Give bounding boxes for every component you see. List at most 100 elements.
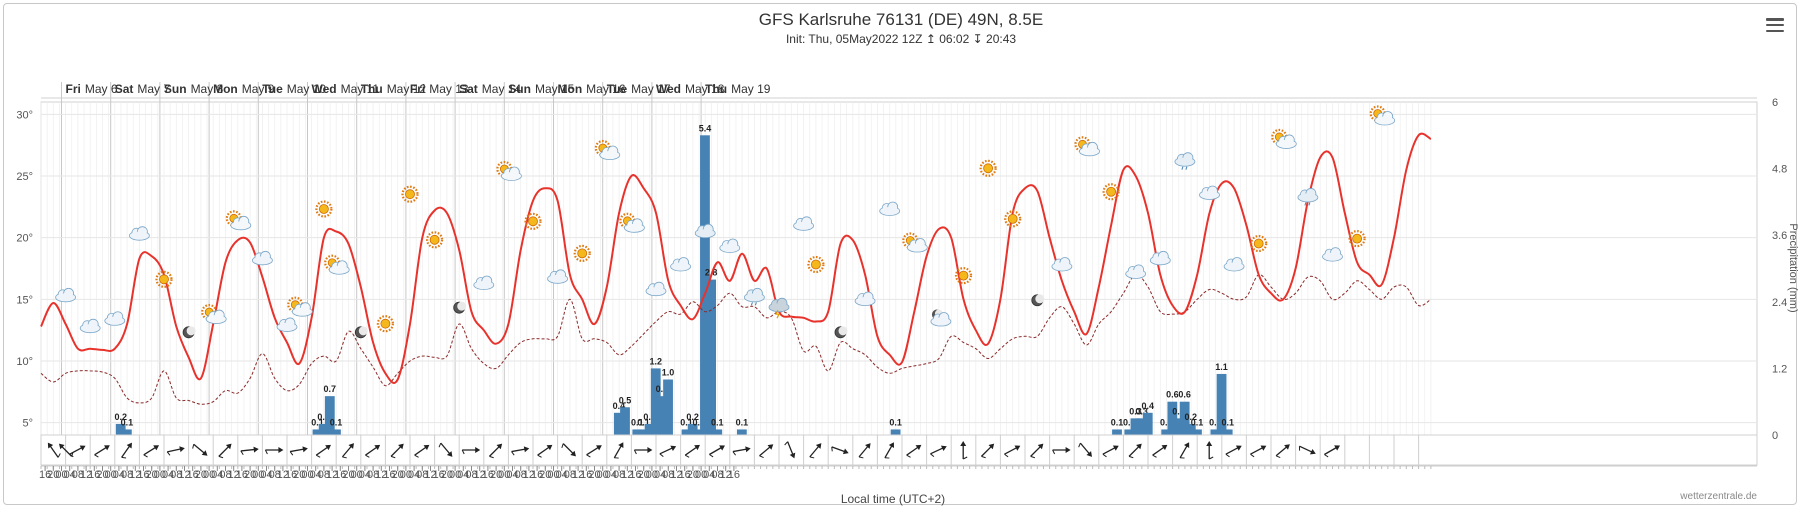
wind-barb	[659, 453, 664, 457]
day-label-date: May 10	[287, 82, 327, 96]
wind-barb	[264, 449, 268, 455]
day-label-date: May 16	[586, 82, 626, 96]
precip-bar-label: 0.1	[1123, 417, 1136, 427]
sun-rays	[954, 267, 973, 285]
sun-disc	[811, 259, 821, 270]
x-tick-label: 20	[441, 469, 453, 481]
wind-barb	[709, 454, 714, 458]
day-label-2: Sun May 8	[164, 82, 224, 96]
cloud-icon	[1051, 257, 1073, 272]
precip-bar	[736, 429, 747, 435]
cloud-shape	[130, 231, 149, 239]
wind-arrow-icon	[143, 445, 160, 458]
sun-icon	[426, 231, 444, 249]
wind-arrow-icon	[1324, 445, 1340, 458]
x-tick-label: 12	[523, 469, 535, 481]
wind-arrow-icon	[586, 445, 602, 458]
hamburger-menu-icon[interactable]	[1766, 18, 1784, 32]
wind-barb	[143, 454, 148, 458]
wind-arrow-icon	[47, 442, 61, 458]
precipitation-bars: 0.20.1 0.10.20.70.10.40.50.10.10.21.20.71…	[114, 123, 1234, 436]
cloud-shape	[696, 229, 715, 237]
day-label-6: Thu May 12	[361, 82, 427, 96]
sun-icon	[155, 270, 173, 288]
wind-arrow-head	[694, 444, 700, 451]
precip-bar-label: 0.1	[637, 417, 650, 427]
sun-disc	[577, 248, 588, 259]
wind-arrow-head	[1161, 444, 1168, 451]
precip-bar	[312, 429, 323, 435]
x-tick-label: 12	[670, 469, 682, 481]
sun-cloud-icon	[1271, 128, 1297, 149]
cloud-shape	[1151, 256, 1170, 264]
x-tick-label: 04	[310, 469, 322, 481]
wind-barb	[809, 456, 815, 459]
wind-barb	[784, 441, 789, 446]
wind-barb	[1180, 457, 1185, 459]
cloud-shape	[625, 223, 644, 231]
precip-bar-label: 0.7	[324, 384, 337, 394]
precip-bar	[1136, 418, 1147, 435]
cloud-shape	[1298, 193, 1317, 201]
sun-icon	[979, 159, 997, 177]
precip-bar-label: 0.5	[619, 395, 632, 405]
wind-arrow-head	[888, 442, 894, 449]
cloud-icon	[1223, 257, 1245, 272]
y-tick-label-temp: 20°	[16, 233, 33, 245]
cloud-icon	[251, 250, 273, 266]
wind-barb	[390, 455, 396, 459]
x-tick-label: 08	[269, 469, 281, 481]
sun-rays	[1004, 210, 1022, 228]
x-tick-label: 16	[39, 469, 51, 481]
sun-cloud-icon	[201, 303, 227, 324]
moon-shape	[457, 301, 467, 311]
sun-icon	[524, 212, 542, 230]
day-label-date: May 6	[85, 82, 118, 96]
sun-rays	[376, 315, 394, 333]
x-tick-label: 04	[113, 469, 125, 481]
credit-text[interactable]: wetterzentrale.de	[1679, 491, 1757, 502]
sun-icon	[954, 267, 973, 285]
precip-bar-label: 0.3	[1135, 406, 1148, 416]
wind-barb	[1275, 455, 1281, 459]
wind-arrow-icon	[488, 443, 503, 459]
y-tick-label-temp: 30°	[16, 109, 33, 121]
cloud-icon	[1199, 185, 1220, 200]
wind-barb	[511, 451, 515, 456]
wind-arrow-icon	[438, 442, 453, 457]
rain-drop	[1304, 202, 1307, 206]
x-tick-label: 16	[531, 469, 543, 481]
cloud-icon	[1149, 250, 1171, 266]
chart-subtitle: Init: Thu, 05May2022 12Z ↥ 06:02 ↧ 20:43	[0, 32, 1802, 46]
sun-rays	[573, 244, 591, 262]
sun-cloud-icon	[619, 212, 645, 233]
precip-bar	[620, 407, 630, 435]
wind-barb	[732, 451, 737, 456]
grid-layer	[40, 82, 1758, 466]
cloud-icon	[128, 226, 150, 241]
precip-bar	[663, 379, 673, 435]
y-axis-title-precip: Precipitation (mm)	[1787, 223, 1799, 312]
wind-arrow-head	[201, 450, 208, 456]
day-label-1: Sat May 7	[115, 82, 171, 96]
wind-arrow-icon	[980, 443, 995, 459]
wind-arrow-icon	[365, 444, 381, 458]
precip-bar-label: 0.1	[1209, 417, 1222, 427]
wind-arrow-head	[325, 444, 331, 451]
precip-bar-label: 0.2	[1185, 412, 1198, 422]
x-tick-label: 08	[318, 469, 330, 481]
precip-bar	[657, 396, 667, 435]
moon-cloud-icon	[930, 309, 952, 327]
sun-cloud-icon	[496, 160, 522, 181]
plot-frame	[40, 101, 1758, 466]
wind-arrow-head	[988, 443, 995, 450]
wind-arrow-head	[842, 448, 849, 455]
precip-bar-label: 0.1	[1160, 417, 1173, 427]
day-label-dow: Mon	[558, 82, 583, 96]
wind-barb	[759, 455, 764, 459]
init-time: Init: Thu, 05May2022 12Z	[785, 32, 923, 46]
sun-rays	[401, 185, 419, 203]
day-label-date: May 17	[631, 82, 671, 96]
sun-rays	[315, 200, 333, 218]
wind-arrow-head	[1184, 442, 1190, 449]
